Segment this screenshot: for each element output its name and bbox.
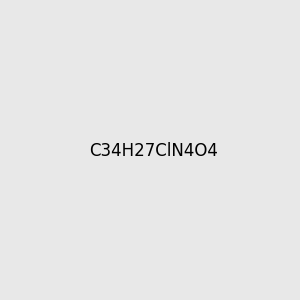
Text: C34H27ClN4O4: C34H27ClN4O4 (89, 142, 218, 160)
